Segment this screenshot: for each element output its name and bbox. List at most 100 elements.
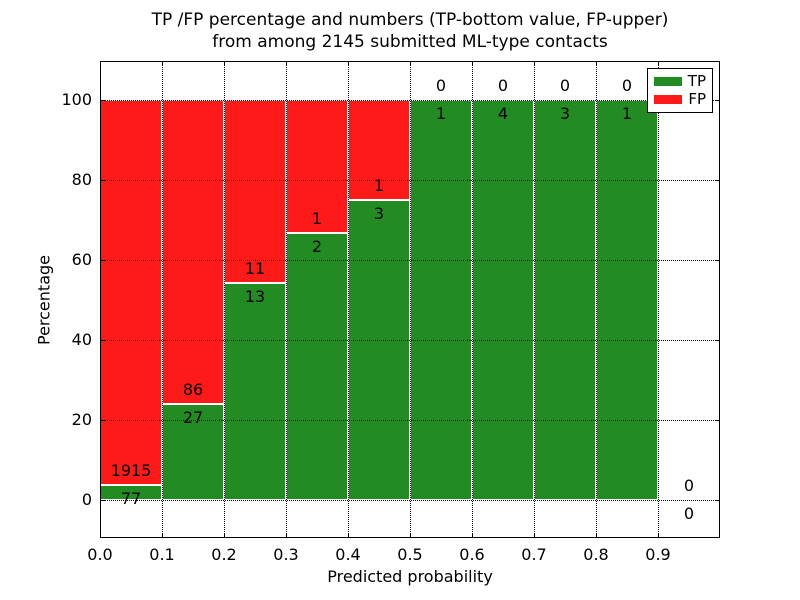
x-gridline [534,61,535,538]
bar-segment-tp [410,100,472,500]
tp-count-label: 2 [311,237,323,257]
y-tick-left [100,419,105,421]
x-tick-top [471,61,473,66]
y-tick-label: 0 [81,490,92,509]
legend: TP FP [647,68,713,113]
x-tick-top [99,61,101,66]
y-tick-left [100,179,105,181]
x-gridline [658,61,659,538]
bar-segment-tp [472,100,534,500]
fp-count-label: 0 [497,76,509,95]
x-gridline [596,61,597,538]
legend-item-fp: FP [654,92,706,107]
x-tick-top [285,61,287,66]
y-tick-right [715,499,720,501]
x-tick-bottom [533,533,535,538]
bar-segment-fp [100,100,162,485]
x-tick-label: 0.5 [397,545,423,564]
tp-count-label: 1 [621,104,633,123]
y-tick-label: 40 [71,330,92,349]
y-tick-left [100,259,105,261]
x-tick-top [657,61,659,66]
bar-segment-tp [534,100,596,500]
chart-title-line1: TP /FP percentage and numbers (TP-bottom… [151,10,669,30]
fp-count-label: 11 [244,259,266,279]
x-tick-label: 0.9 [645,545,671,564]
x-axis-label: Predicted probability [327,567,493,586]
fp-count-label: 1915 [110,460,152,480]
x-tick-bottom [471,533,473,538]
x-gridline [162,61,163,538]
x-tick-label: 0.1 [149,545,175,564]
tp-count-label: 3 [373,204,385,223]
y-tick-right [715,179,720,181]
fp-count-label: 1 [373,176,385,195]
x-tick-bottom [99,533,101,538]
x-gridline [286,61,287,538]
bar-segment-tp [224,283,286,500]
fp-legend-label: FP [688,90,706,109]
x-tick-bottom [285,533,287,538]
chart-title: TP /FP percentage and numbers (TP-bottom… [100,9,720,53]
fp-count-label: 0 [559,76,571,95]
x-tick-top [347,61,349,66]
bar-segment-fp [348,100,410,200]
x-gridline [410,61,411,538]
tp-count-label: 27 [182,408,204,428]
tp-count-label: 3 [559,104,571,123]
x-tick-label: 0.8 [583,545,609,564]
y-tick-label: 60 [71,250,92,269]
y-tick-label: 80 [71,170,92,189]
legend-item-tp: TP [654,71,706,90]
y-tick-label: 20 [71,410,92,429]
x-tick-label: 0.3 [273,545,299,564]
fp-legend-swatch [654,95,682,105]
x-tick-bottom [161,533,163,538]
x-tick-label: 0.2 [211,545,237,564]
x-tick-label: 0.4 [335,545,361,564]
y-tick-right [715,339,720,341]
x-tick-bottom [595,533,597,538]
plot-area: 1915 77 86 27 11 13 1 2 1 3 0 1 0 4 0 3 0 1 0 0 [99,61,720,538]
tp-count-label: 13 [244,287,266,307]
x-tick-bottom [409,533,411,538]
x-tick-label: 0.7 [521,545,547,564]
x-gridline [472,61,473,538]
bar-segment-fp [162,100,224,405]
bar-segment-fp [224,100,286,284]
x-tick-bottom [657,533,659,538]
chart-title-line2: from among 2145 submitted ML-type contac… [212,32,608,52]
fp-count-label: 0 [435,76,447,95]
fp-count-label: 1 [311,209,323,229]
y-tick-right [715,99,720,101]
tp-count-label: 4 [497,104,509,123]
x-gridline [348,61,349,538]
x-tick-top [161,61,163,66]
x-tick-label: 0.6 [459,545,485,564]
fp-count-label: 0 [683,476,695,495]
fp-count-label: 86 [182,380,204,400]
y-tick-label: 100 [61,90,92,109]
x-gridline [224,61,225,538]
bar-segment-tp [348,200,410,500]
y-tick-right [715,419,720,421]
y-tick-left [100,499,105,501]
x-tick-top [223,61,225,66]
tp-legend-label: TP [687,71,706,90]
x-tick-label: 0.0 [87,545,113,564]
tp-count-label: 0 [683,504,695,523]
fp-count-label: 0 [621,76,633,95]
x-tick-bottom [347,533,349,538]
bar-segment-tp [596,100,658,500]
x-tick-top [409,61,411,66]
tp-count-label: 1 [435,104,447,123]
x-tick-bottom [223,533,225,538]
x-tick-top [533,61,535,66]
tp-legend-swatch [654,76,682,86]
bar-segment-tp [286,233,348,500]
x-tick-top [595,61,597,66]
y-tick-left [100,339,105,341]
y-tick-right [715,259,720,261]
y-tick-left [100,99,105,101]
